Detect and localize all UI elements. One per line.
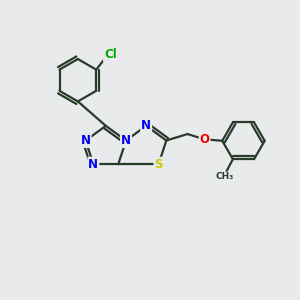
Text: CH₃: CH₃ <box>216 172 234 181</box>
Text: N: N <box>121 134 131 147</box>
Text: Cl: Cl <box>104 48 117 62</box>
Text: N: N <box>81 134 91 147</box>
Text: N: N <box>141 119 151 132</box>
Text: O: O <box>200 133 210 146</box>
Text: S: S <box>154 158 163 171</box>
Text: N: N <box>88 158 98 171</box>
